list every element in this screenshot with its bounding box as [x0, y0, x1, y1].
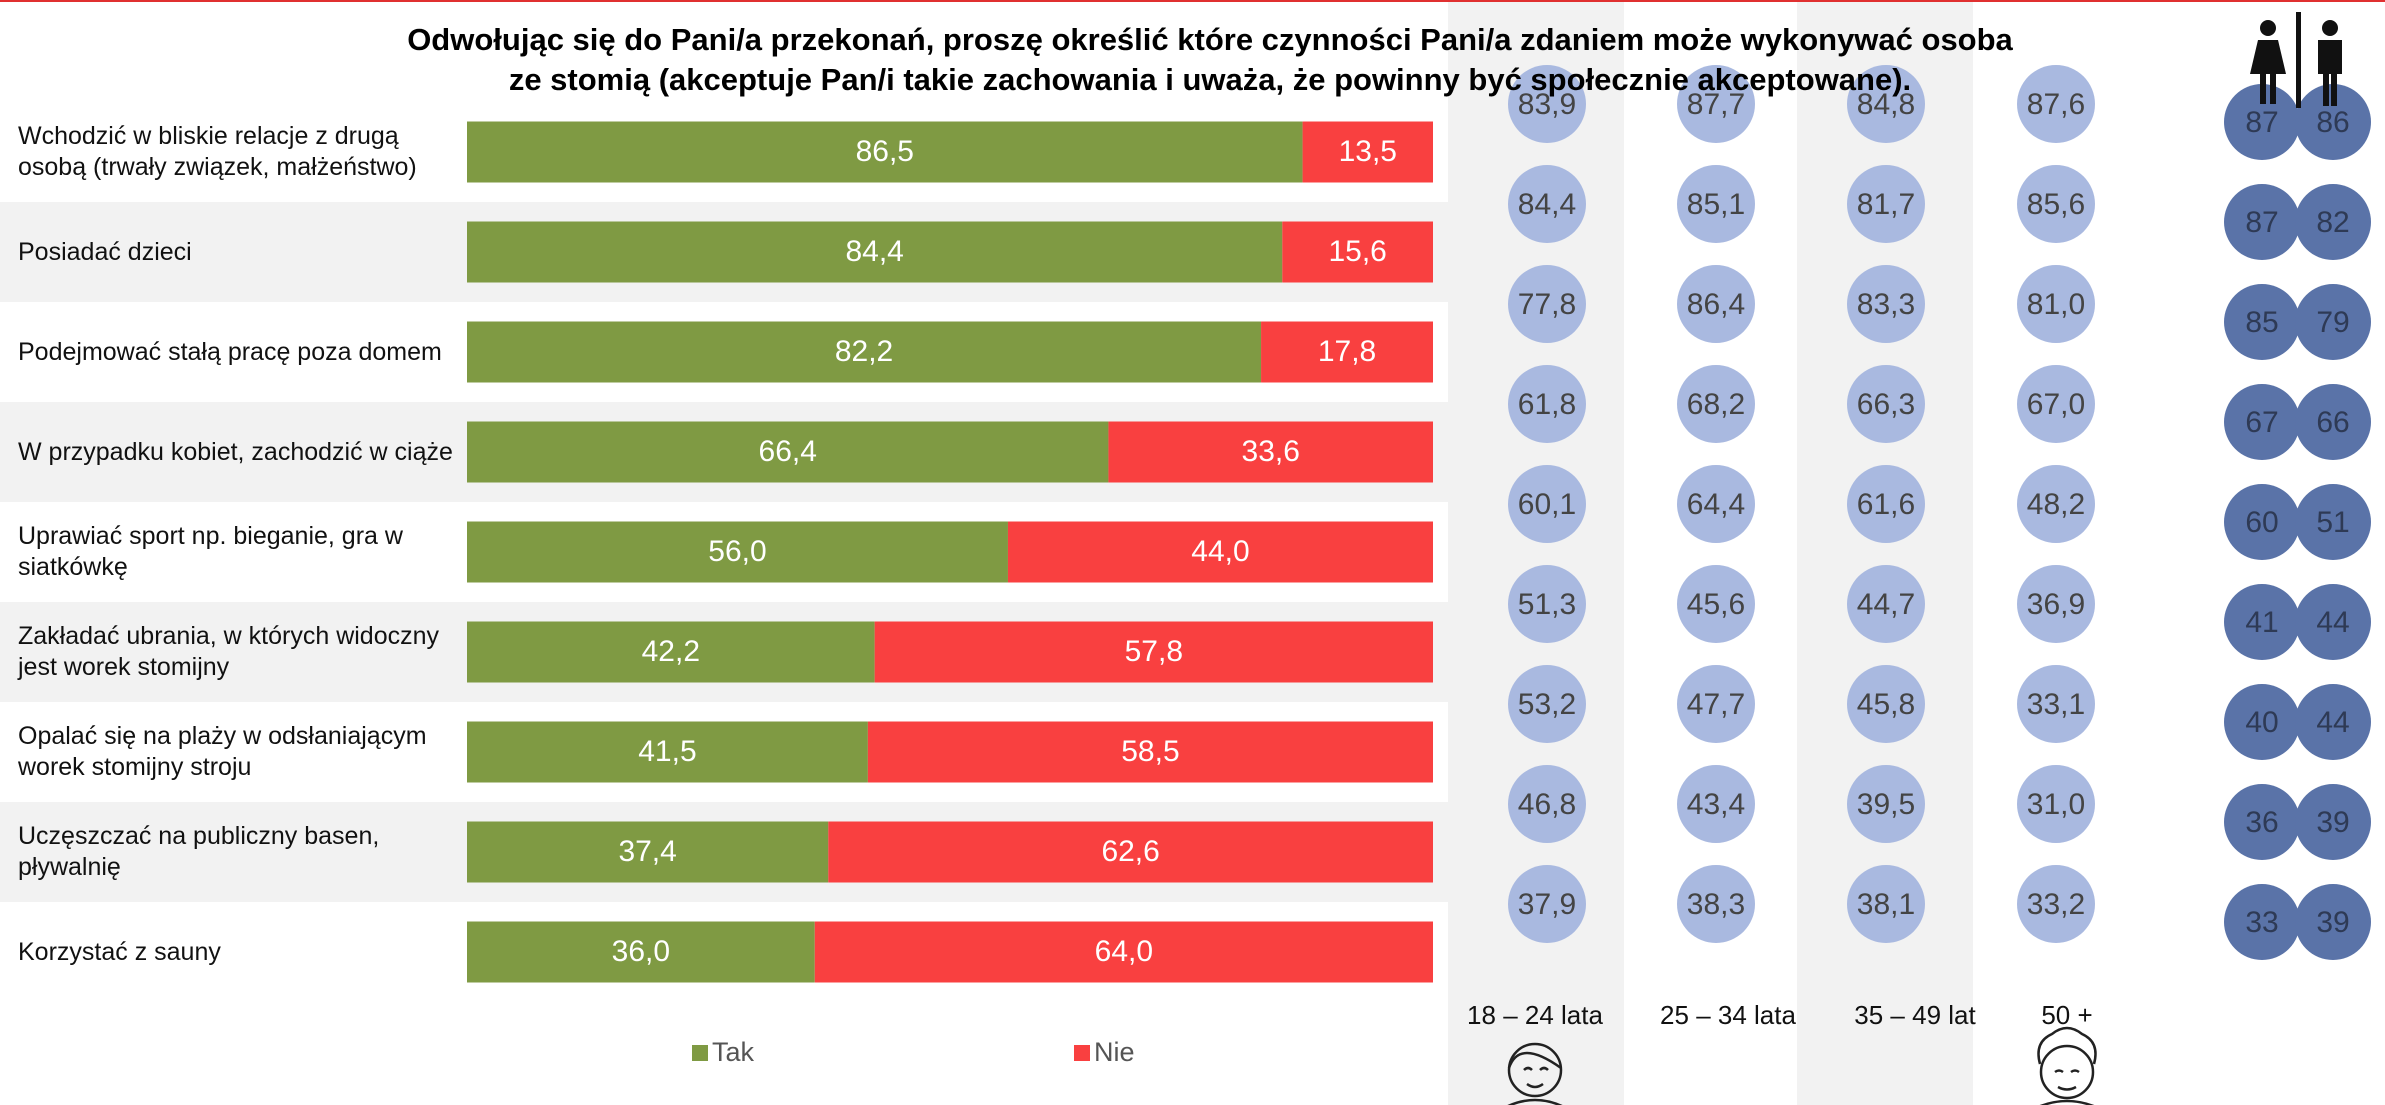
bar-value-label: 62,6 — [1101, 835, 1159, 868]
column-label: 25 – 34 lata — [1660, 1000, 1796, 1030]
bubble-label: 60,1 — [1518, 488, 1576, 521]
bubble-label: 36 — [2245, 806, 2278, 839]
bubble-label: 43,4 — [1687, 788, 1745, 821]
bubble-label: 86 — [2316, 106, 2349, 139]
bar-value-label: 82,2 — [835, 335, 893, 368]
category-label: W przypadku kobiet, zachodzić w ciąże — [18, 437, 468, 468]
bubble-label: 87,6 — [2027, 88, 2085, 121]
bubble-label: 66,3 — [1857, 388, 1915, 421]
column-label: 50 + — [2041, 1000, 2092, 1030]
old-face-icon — [2038, 1028, 2096, 1105]
bubble-label: 38,1 — [1857, 888, 1915, 921]
bubble-label: 85 — [2245, 306, 2278, 339]
bar-value-label: 57,8 — [1125, 635, 1183, 668]
bubble-label: 77,8 — [1518, 288, 1576, 321]
gender-icon — [2250, 12, 2342, 108]
bubble-label: 33 — [2245, 906, 2278, 939]
bubble-label: 68,2 — [1687, 388, 1745, 421]
legend-swatch — [692, 1045, 708, 1061]
category-label: Korzystać z sauny — [18, 937, 468, 968]
bubble-label: 47,7 — [1687, 688, 1745, 721]
category-label: Uprawiać sport np. bieganie, gra w siatk… — [18, 521, 468, 583]
bubble-label: 66 — [2316, 406, 2349, 439]
column-label: 35 – 49 lat — [1854, 1000, 1976, 1030]
bubble-label: 45,8 — [1857, 688, 1915, 721]
bubble-label: 39 — [2316, 806, 2349, 839]
bubble-label: 79 — [2316, 306, 2349, 339]
bar-value-label: 86,5 — [856, 135, 914, 168]
bar-value-label: 42,2 — [642, 635, 700, 668]
bubble-label: 45,6 — [1687, 588, 1745, 621]
bar-value-label: 84,4 — [845, 235, 903, 268]
legend-swatch — [1074, 1045, 1090, 1061]
bubble-label: 44 — [2316, 706, 2349, 739]
bubble-label: 44,7 — [1857, 588, 1915, 621]
bubble-label: 81,0 — [2027, 288, 2085, 321]
category-label: Zakładać ubrania, w których widoczny jes… — [18, 621, 468, 683]
bubble-label: 87 — [2245, 206, 2278, 239]
bar-value-label: 58,5 — [1121, 735, 1179, 768]
bar-value-label: 33,6 — [1242, 435, 1300, 468]
bubble-label: 40 — [2245, 706, 2278, 739]
bubble-label: 36,9 — [2027, 588, 2085, 621]
bubble-label: 46,8 — [1518, 788, 1576, 821]
bubble-label: 31,0 — [2027, 788, 2085, 821]
bubble-label: 51,3 — [1518, 588, 1576, 621]
category-label: Posiadać dzieci — [18, 237, 468, 268]
bar-value-label: 56,0 — [708, 535, 766, 568]
bubble-label: 82 — [2316, 206, 2349, 239]
bar-value-label: 66,4 — [759, 435, 817, 468]
bar-value-label: 37,4 — [618, 835, 676, 868]
bubble-label: 61,6 — [1857, 488, 1915, 521]
bubble-label: 67,0 — [2027, 388, 2085, 421]
category-label: Uczęszczać na publiczny basen, pływalnię — [18, 821, 468, 883]
bubble-label: 38,3 — [1687, 888, 1745, 921]
bubble-label: 84,4 — [1518, 188, 1576, 221]
bubble-label: 86,4 — [1687, 288, 1745, 321]
chart-title: Odwołując się do Pani/a przekonań, prosz… — [400, 20, 2020, 100]
bar-value-label: 41,5 — [638, 735, 696, 768]
bubble-label: 48,2 — [2027, 488, 2085, 521]
bar-value-label: 13,5 — [1339, 135, 1397, 168]
category-label: Podejmować stałą pracę poza domem — [18, 337, 468, 368]
legend-label: Nie — [1094, 1037, 1135, 1067]
category-label: Wchodzić w bliskie relacje z drugą osobą… — [18, 121, 468, 183]
bubble-label: 85,1 — [1687, 188, 1745, 221]
bubble-label: 37,9 — [1518, 888, 1576, 921]
column-label: 18 – 24 lata — [1467, 1000, 1603, 1030]
bubble-label: 33,2 — [2027, 888, 2085, 921]
bubble-label: 60 — [2245, 506, 2278, 539]
bubble-label: 41 — [2245, 606, 2278, 639]
bubble-label: 44 — [2316, 606, 2349, 639]
bubble-label: 39 — [2316, 906, 2349, 939]
bar-value-label: 36,0 — [612, 935, 670, 968]
bar-value-label: 44,0 — [1191, 535, 1249, 568]
bar-value-label: 17,8 — [1318, 335, 1376, 368]
bubble-label: 64,4 — [1687, 488, 1745, 521]
bubble-label: 53,2 — [1518, 688, 1576, 721]
bubble-label: 87 — [2245, 106, 2278, 139]
bubble-label: 83,3 — [1857, 288, 1915, 321]
bar-value-label: 15,6 — [1328, 235, 1386, 268]
category-label: Opalać się na plaży w odsłaniającym wore… — [18, 721, 468, 783]
bubble-label: 81,7 — [1857, 188, 1915, 221]
bubble-label: 61,8 — [1518, 388, 1576, 421]
bar-value-label: 64,0 — [1095, 935, 1153, 968]
bubble-label: 39,5 — [1857, 788, 1915, 821]
bubble-label: 67 — [2245, 406, 2278, 439]
bubble-label: 51 — [2316, 506, 2349, 539]
bubble-label: 33,1 — [2027, 688, 2085, 721]
page: 86,5 13,5 84,4 15,6 82,2 17,8 66,4 33,6 56,0 44,0… — [0, 0, 2385, 1105]
legend-label: Tak — [712, 1037, 755, 1067]
bubble-label: 85,6 — [2027, 188, 2085, 221]
